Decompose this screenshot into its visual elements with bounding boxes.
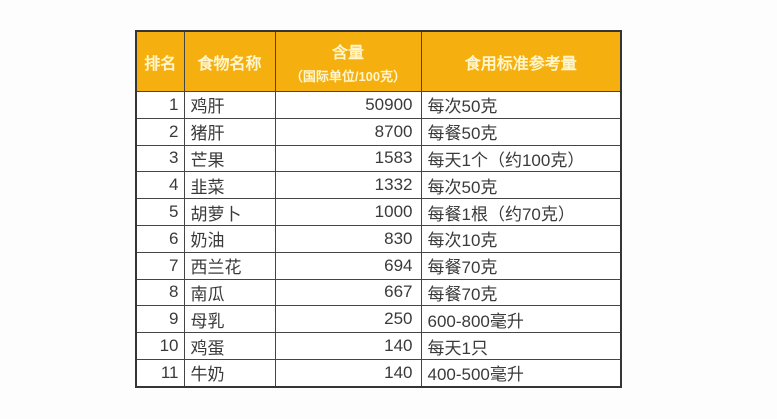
- table-body: 1 鸡肝 50900 每次50克 2 猪肝 8700 每餐50克 3 芒果 1583 每天1个（约10…: [135, 91, 622, 388]
- rank-cell: 10: [135, 332, 185, 360]
- amount-cell: 1583: [274, 144, 422, 173]
- food-name-cell: 母乳: [183, 305, 276, 334]
- table-row: 10 鸡蛋 140 每天1只: [135, 332, 622, 360]
- amount-cell: 830: [274, 224, 422, 253]
- food-name-cell: 胡萝卜: [183, 198, 276, 226]
- reference-cell: 600-800毫升: [420, 305, 622, 334]
- reference-cell: 每天1个（约100克）: [420, 144, 622, 173]
- food-name-cell: 韭菜: [183, 171, 276, 200]
- table-row: 6 奶油 830 每次10克: [135, 224, 622, 253]
- food-name-cell: 芒果: [183, 144, 276, 173]
- food-vitamin-content-table: 排名 食物名称 含量 （国际单位/100克） 食用标准参考量 1 鸡肝 50900 每…: [135, 30, 622, 388]
- table-row: 2 猪肝 8700 每餐50克: [135, 117, 622, 146]
- amount-cell: 667: [274, 278, 422, 307]
- amount-cell: 694: [274, 251, 422, 280]
- rank-cell: 5: [135, 198, 185, 226]
- rank-cell: 2: [135, 117, 185, 146]
- col-header-amount: 含量 （国际单位/100克）: [274, 30, 422, 92]
- table-row: 4 韭菜 1332 每次50克: [135, 171, 622, 200]
- table-row: 7 西兰花 694 每餐70克: [135, 251, 622, 280]
- food-name-cell: 牛奶: [183, 358, 276, 388]
- amount-cell: 250: [274, 305, 422, 334]
- amount-cell: 8700: [274, 117, 422, 146]
- table-row: 1 鸡肝 50900 每次50克: [135, 91, 622, 119]
- food-name-cell: 鸡蛋: [183, 332, 276, 360]
- reference-cell: 每餐50克: [420, 117, 622, 146]
- table-row: 9 母乳 250 600-800毫升: [135, 305, 622, 334]
- reference-cell: 每次50克: [420, 91, 622, 119]
- table-row: 11 牛奶 140 400-500毫升: [135, 358, 622, 388]
- rank-cell: 8: [135, 278, 185, 307]
- amount-cell: 140: [274, 358, 422, 388]
- amount-cell: 140: [274, 332, 422, 360]
- rank-cell: 4: [135, 171, 185, 200]
- amount-cell: 1332: [274, 171, 422, 200]
- reference-cell: 每次10克: [420, 224, 622, 253]
- rank-cell: 1: [135, 91, 185, 119]
- rank-cell: 9: [135, 305, 185, 334]
- col-header-food-name: 食物名称: [183, 30, 276, 92]
- table-row: 8 南瓜 667 每餐70克: [135, 278, 622, 307]
- reference-cell: 400-500毫升: [420, 358, 622, 388]
- table-row: 3 芒果 1583 每天1个（约100克）: [135, 144, 622, 173]
- rank-cell: 11: [135, 358, 185, 388]
- food-name-cell: 西兰花: [183, 251, 276, 280]
- amount-cell: 50900: [274, 91, 422, 119]
- rank-cell: 6: [135, 224, 185, 253]
- col-header-amount-unit: （国际单位/100克）: [289, 68, 407, 84]
- reference-cell: 每餐70克: [420, 251, 622, 280]
- col-header-reference: 食用标准参考量: [420, 30, 622, 92]
- food-name-cell: 鸡肝: [183, 91, 276, 119]
- reference-cell: 每次50克: [420, 171, 622, 200]
- col-header-rank: 排名: [135, 30, 185, 92]
- reference-cell: 每餐1根（约70克）: [420, 198, 622, 226]
- food-name-cell: 奶油: [183, 224, 276, 253]
- food-name-cell: 猪肝: [183, 117, 276, 146]
- reference-cell: 每餐70克: [420, 278, 622, 307]
- food-name-cell: 南瓜: [183, 278, 276, 307]
- col-header-amount-main: 含量: [331, 44, 364, 62]
- amount-cell: 1000: [274, 198, 422, 226]
- reference-cell: 每天1只: [420, 332, 622, 360]
- rank-cell: 7: [135, 251, 185, 280]
- table-row: 5 胡萝卜 1000 每餐1根（约70克）: [135, 198, 622, 226]
- header-row: 排名 食物名称 含量 （国际单位/100克） 食用标准参考量: [135, 30, 622, 92]
- table-header: 排名 食物名称 含量 （国际单位/100克） 食用标准参考量: [135, 30, 622, 92]
- rank-cell: 3: [135, 144, 185, 173]
